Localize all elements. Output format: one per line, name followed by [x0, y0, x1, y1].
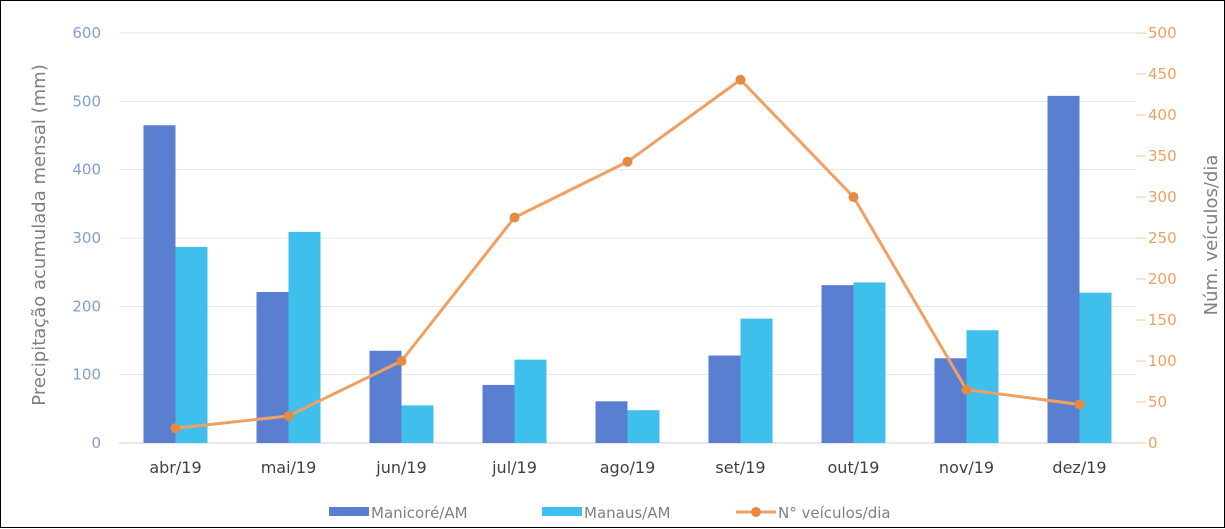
y2-tick-label: 0 [1148, 434, 1158, 452]
bar-manausam [740, 318, 773, 443]
bar-manicoram [369, 350, 402, 443]
line-point [1074, 399, 1085, 410]
line-point [283, 410, 294, 421]
legend-label: Manaus/AM [584, 504, 670, 522]
y2-tick-label: 450 [1148, 65, 1177, 83]
y2-tick-label: 500 [1148, 24, 1177, 42]
y2-tick-label: 50 [1148, 393, 1167, 411]
category-labels: abr/19 mai/19 jun/19 jul/19 ago/19 set/19 out/… [149, 458, 1106, 477]
line-point [961, 384, 972, 395]
y-axis-title: Precipitação acumulada mensal (mm) [29, 64, 50, 405]
x-tick-label: mai/19 [261, 458, 317, 477]
y2-tick-label: 250 [1148, 229, 1177, 247]
y-tick-label: 100 [72, 366, 101, 384]
bar-manicoram [595, 401, 628, 443]
y-tick-label: 0 [91, 434, 101, 452]
bar-manausam [401, 405, 434, 443]
y2-tick-label: 350 [1148, 147, 1177, 165]
bar-manausam [175, 246, 208, 443]
bar-manausam [853, 282, 886, 443]
bar-manausam [627, 410, 660, 443]
x-tick-label: set/19 [715, 458, 765, 477]
line-point [735, 74, 746, 85]
line-point [170, 423, 181, 434]
legend-label: N° veículos/dia [778, 504, 891, 522]
y-tick-label: 400 [72, 161, 101, 179]
line-point [848, 192, 859, 202]
bar-manicoram [934, 358, 967, 443]
line-point [509, 212, 520, 223]
bar-manausam [288, 231, 321, 443]
right-axis-ticks: 0 50 100 150 200 250 300 350 400 450 500 [1136, 24, 1177, 452]
bar-manicoram [708, 355, 741, 443]
bar-manicoram [1047, 95, 1080, 443]
x-tick-label: dez/19 [1052, 458, 1106, 477]
left-axis-ticks: 0 100 200 300 400 500 600 [72, 24, 101, 452]
y2-tick-label: 200 [1148, 270, 1177, 288]
legend-swatch [329, 507, 369, 516]
bar-manausam [514, 359, 547, 443]
y2-tick-label: 100 [1148, 352, 1177, 370]
y2-tick-label: 300 [1148, 188, 1177, 206]
y2-tick-label: 150 [1148, 311, 1177, 329]
line-series [170, 74, 1085, 434]
legend-label: Manicoré/AM [371, 504, 468, 522]
bar-manausam [966, 330, 999, 443]
y-tick-label: 200 [72, 297, 101, 315]
x-tick-label: nov/19 [939, 458, 994, 477]
bar-manausam [1079, 292, 1112, 443]
legend: Manicoré/AM Manaus/AM N° veículos/dia [329, 504, 891, 522]
y2-axis-title: Núm. veículos/dia [1201, 155, 1222, 316]
line-point [622, 156, 633, 167]
x-tick-label: jul/19 [491, 458, 537, 477]
line-point [396, 356, 407, 366]
legend-swatch-marker [751, 507, 761, 517]
legend-swatch [542, 507, 582, 516]
y-tick-label: 500 [72, 92, 101, 110]
x-tick-label: ago/19 [600, 458, 656, 477]
y2-tick-label: 400 [1148, 106, 1177, 124]
bar-manicoram [821, 285, 854, 443]
y-tick-label: 600 [72, 24, 101, 42]
x-tick-label: jun/19 [375, 458, 426, 477]
bar-manicoram [143, 125, 176, 443]
bar-manicoram [482, 384, 515, 443]
y-tick-label: 300 [72, 229, 101, 247]
x-tick-label: out/19 [828, 458, 880, 477]
x-tick-label: abr/19 [149, 458, 201, 477]
